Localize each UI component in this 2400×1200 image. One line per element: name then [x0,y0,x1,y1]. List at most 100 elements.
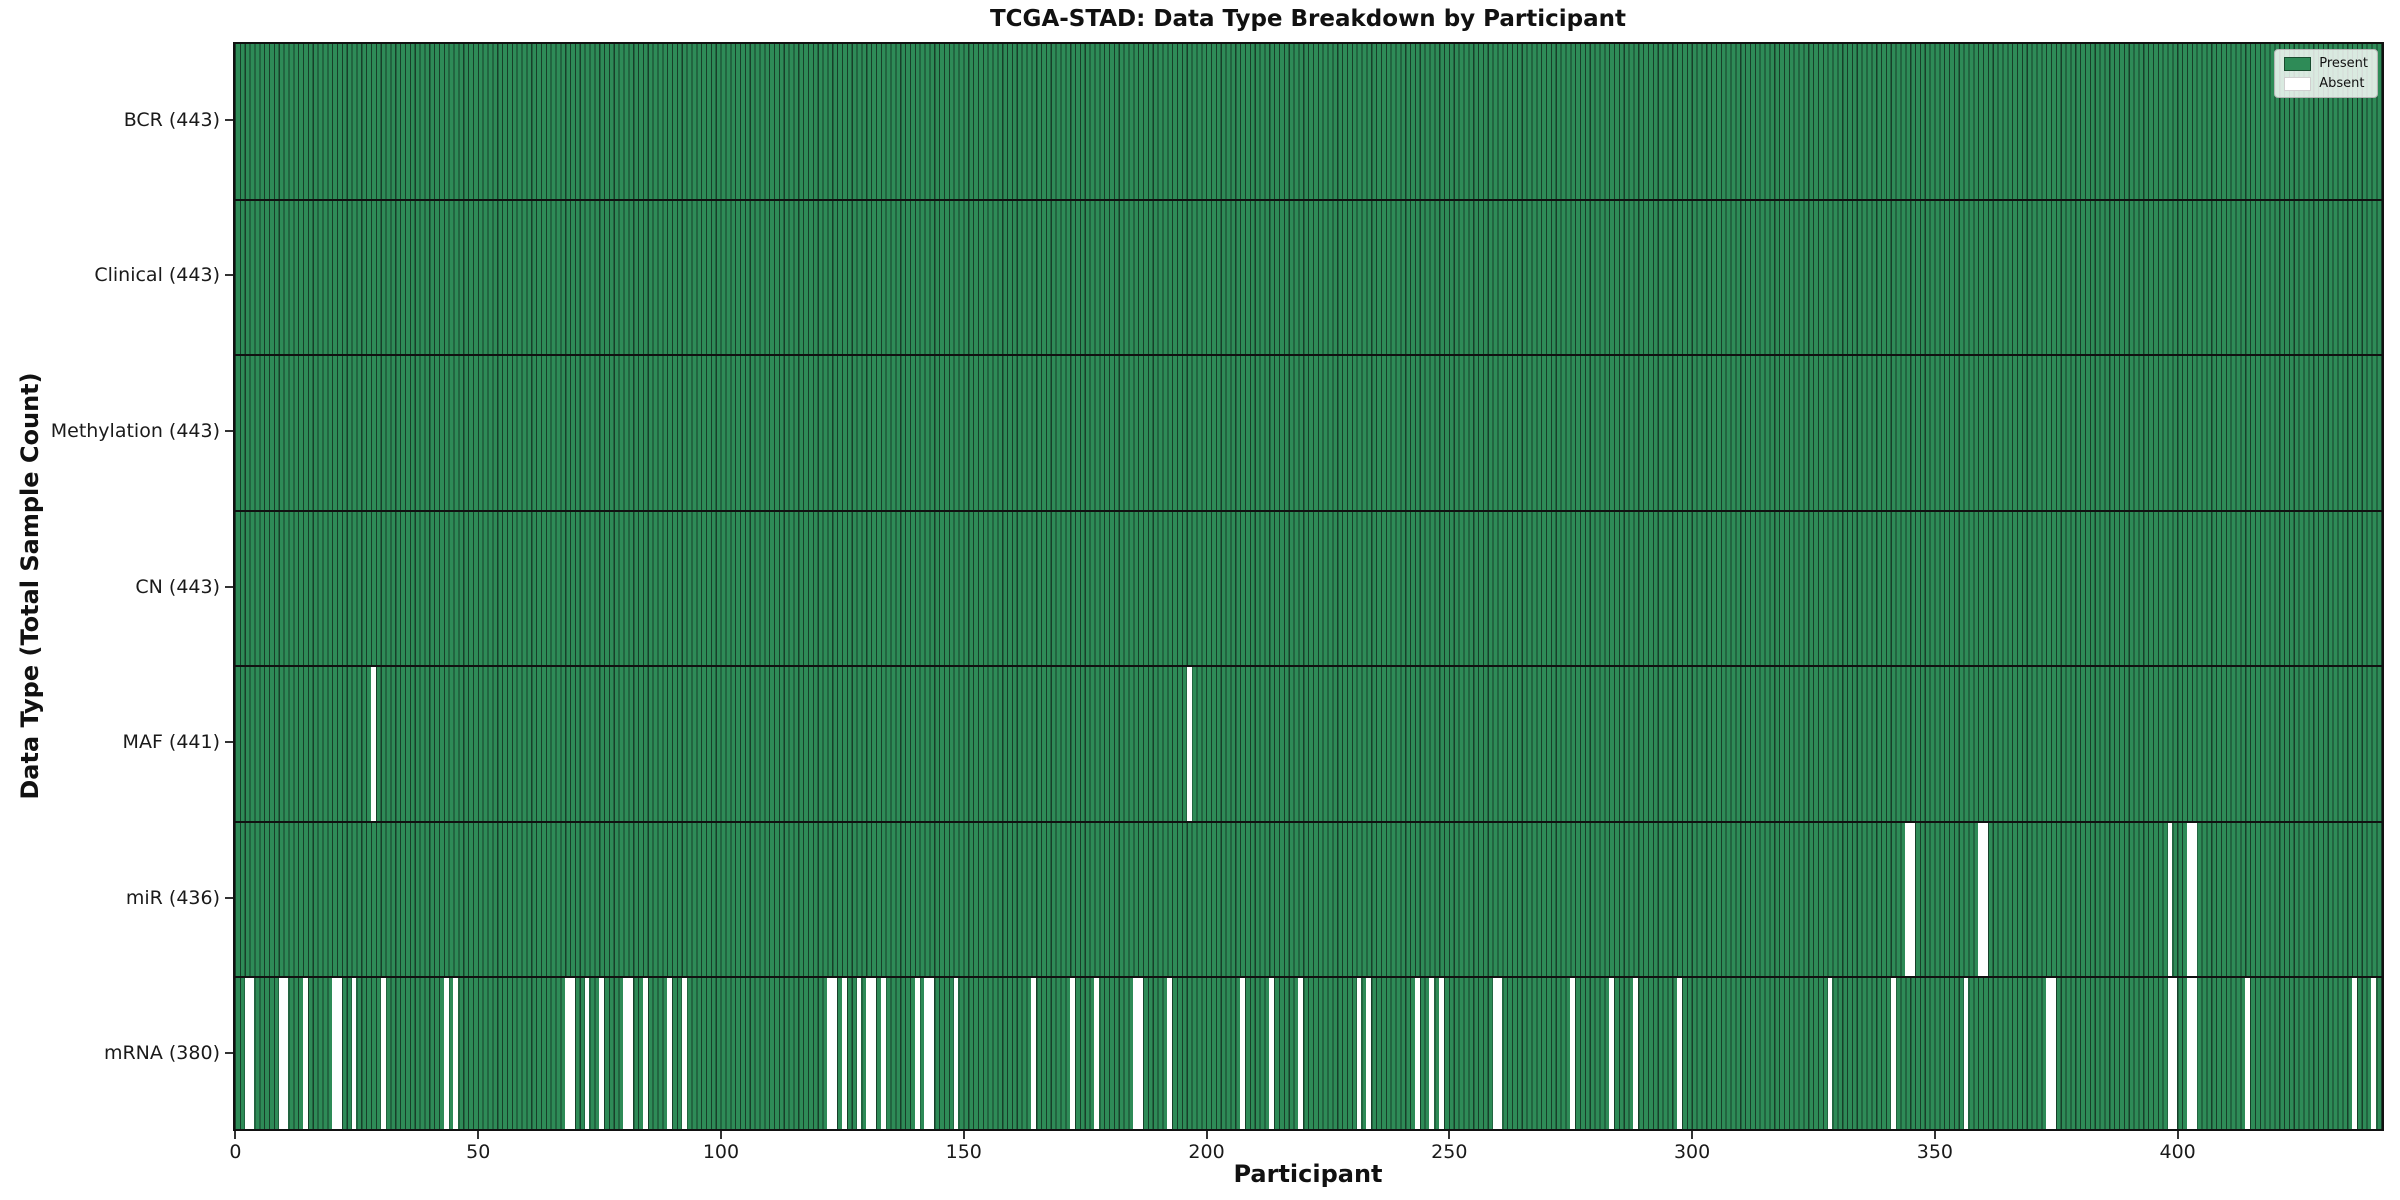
plot-area: Present Absent [233,42,2384,1131]
x-tick-label: 100 [702,1141,740,1163]
y-tick-label: miR (436) [125,886,220,909]
absent-gap [1905,821,1911,978]
row-maf [235,666,2382,822]
absent-gap [953,977,959,1129]
x-tick-label: 250 [1431,1141,1468,1163]
row-separator [235,509,2382,512]
absent-gap [929,977,935,1129]
row-bcr [235,44,2382,200]
absent-gap [2046,977,2051,1129]
row-clinical [235,199,2382,356]
y-tick-mark [225,896,233,899]
row-separator [235,198,2382,201]
absent-gap [2172,977,2178,1129]
row-mir [235,821,2382,978]
y-tick-mark [225,741,233,744]
absent-gap [871,977,876,1129]
absent-gap [2191,977,2197,1129]
absent-gap [1269,977,1275,1129]
x-tick-mark [1448,1131,1451,1139]
row-cn [235,510,2382,667]
absent-gap [2191,821,2197,978]
absent-gap [2371,977,2377,1129]
absent-gap [1497,977,1503,1129]
x-tick-label: 200 [1188,1141,1225,1163]
absent-gap [1094,977,1100,1129]
absent-gap [302,977,308,1129]
x-tick-label: 0 [229,1141,242,1163]
absent-gap [1070,977,1075,1129]
absent-gap [1414,977,1420,1129]
absent-gap [628,977,634,1129]
x-tick-label: 300 [1673,1141,1711,1163]
legend-swatch-absent [2284,76,2312,91]
legend-label: Absent [2319,76,2365,91]
absent-gap [1298,977,1304,1129]
chart-title: TCGA-STAD: Data Type Breakdown by Partic… [989,6,1627,32]
y-tick-mark [225,1052,233,1055]
row-separator [235,354,2382,357]
absent-gap [1366,977,1372,1129]
absent-gap [244,977,250,1129]
x-tick-mark [719,1131,722,1139]
absent-gap [2352,977,2357,1129]
absent-gap [1890,977,1896,1129]
absent-gap [2245,977,2251,1129]
absent-gap [1963,977,1969,1129]
y-tick-label: CN (443) [135,575,220,598]
absent-gap [2167,977,2173,1129]
absent-gap [1429,977,1435,1129]
x-tick-mark [477,1131,480,1139]
absent-gap [1439,977,1444,1129]
absent-gap [2186,977,2192,1129]
absent-gap [351,977,357,1129]
y-tick-mark [225,274,233,277]
absent-gap [1492,977,1498,1129]
absent-gap [443,977,449,1129]
absent-gap [832,977,838,1129]
absent-gap [2186,821,2192,978]
row-separator [235,820,2382,823]
y-tick-mark [225,429,233,432]
x-axis-label: Participant [1233,1160,1383,1188]
absent-gap [1570,977,1576,1129]
absent-gap [1138,977,1143,1129]
y-tick-mark [225,118,233,121]
absent-gap [667,977,672,1129]
x-tick-mark [1691,1131,1694,1139]
y-tick-label: BCR (443) [123,108,220,131]
absent-gap [1978,821,1983,978]
absent-gap [1609,977,1614,1129]
absent-gap [914,977,920,1129]
row-separator [235,976,2382,979]
x-tick-label: 400 [2159,1141,2196,1163]
legend-swatch-present [2284,56,2312,71]
absent-gap [856,977,862,1129]
y-tick-mark [225,585,233,588]
x-tick-mark [2176,1131,2179,1139]
absent-gap [924,977,930,1129]
absent-gap [584,977,590,1129]
absent-gap [866,977,872,1129]
row-separator [235,665,2382,668]
absent-gap [1677,977,1682,1129]
absent-gap [1167,977,1173,1129]
absent-gap [453,977,459,1129]
absent-gap [2167,821,2173,978]
legend-label: Present [2319,56,2368,71]
x-tick-mark [234,1131,237,1139]
x-tick-mark [962,1131,965,1139]
x-tick-mark [1933,1131,1936,1139]
absent-gap [681,977,687,1129]
absent-gap [1910,821,1915,978]
x-tick-label: 350 [1916,1141,1953,1163]
absent-gap [565,977,571,1129]
row-methylation [235,355,2382,511]
legend: Present Absent [2274,49,2378,98]
absent-gap [332,977,337,1129]
absent-gap [2050,977,2056,1129]
absent-gap [1982,821,1988,978]
absent-gap [1240,977,1245,1129]
absent-gap [841,977,847,1129]
